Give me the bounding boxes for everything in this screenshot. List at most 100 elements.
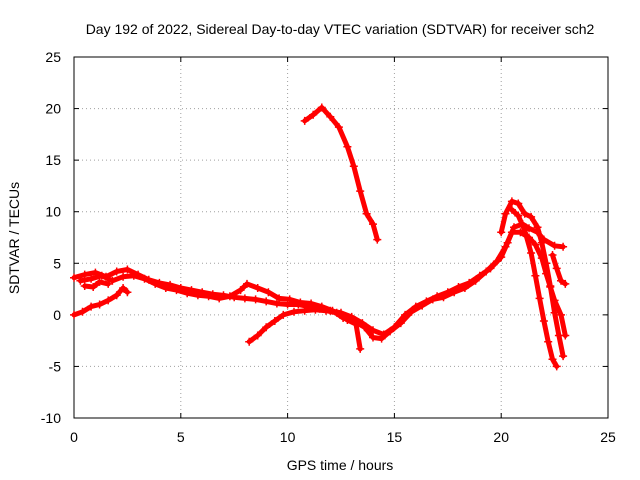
series-track-d — [80, 277, 113, 291]
data-point — [272, 299, 281, 308]
series-track-c — [70, 284, 132, 319]
data-point — [240, 294, 249, 303]
data-point — [356, 187, 365, 196]
data-point — [290, 307, 298, 316]
y-tick-label: -5 — [49, 358, 62, 374]
data-point — [450, 288, 459, 297]
data-point — [544, 337, 553, 346]
data-point — [407, 307, 416, 316]
data-point — [95, 277, 104, 286]
data-point — [492, 257, 501, 266]
data-point — [531, 240, 540, 249]
data-point — [112, 291, 121, 300]
series-band — [71, 285, 130, 318]
series-track-b — [76, 228, 570, 343]
data-point — [507, 205, 516, 214]
data-point — [262, 297, 271, 306]
data-point — [80, 270, 89, 279]
data-point — [396, 319, 405, 328]
data-point — [236, 286, 245, 295]
series-band — [77, 229, 568, 342]
data-point — [501, 209, 510, 218]
data-point — [471, 276, 480, 285]
data-point — [108, 276, 117, 285]
data-point — [559, 352, 568, 361]
grid-layer — [74, 57, 608, 418]
data-point — [369, 326, 377, 335]
series-track-f — [300, 103, 382, 244]
data-point — [80, 282, 89, 290]
data-point — [283, 300, 292, 309]
chart-title: Day 192 of 2022, Sidereal Day-to-day VTE… — [86, 21, 595, 37]
data-point — [550, 308, 559, 317]
data-point — [253, 331, 262, 340]
data-point — [439, 293, 448, 302]
x-tick-label: 5 — [177, 429, 185, 445]
data-point — [262, 323, 271, 332]
data-point — [552, 362, 561, 371]
data-point — [95, 300, 104, 309]
data-point — [557, 276, 565, 285]
data-point — [527, 249, 536, 257]
data-point — [309, 110, 318, 119]
data-point — [356, 344, 365, 353]
data-point — [537, 238, 546, 247]
data-point — [360, 323, 369, 332]
data-point — [172, 286, 181, 295]
data-point — [343, 316, 352, 324]
series-band — [82, 279, 111, 290]
data-point — [161, 284, 170, 292]
series-track-g — [497, 197, 568, 361]
data-point — [557, 310, 565, 319]
x-tick-label: 25 — [600, 429, 616, 445]
data-point — [514, 211, 523, 220]
series-track-i — [548, 251, 570, 288]
data-point — [123, 265, 132, 274]
data-point — [531, 271, 540, 280]
data-point — [507, 228, 516, 237]
data-point — [151, 279, 160, 288]
data-point — [539, 317, 548, 325]
data-point — [369, 333, 377, 342]
data-point — [193, 291, 202, 300]
x-axis-label: GPS time / hours — [287, 457, 394, 473]
data-point — [520, 226, 529, 235]
data-point — [204, 292, 213, 301]
data-point — [507, 197, 516, 206]
data-point — [554, 331, 563, 340]
data-point — [428, 295, 437, 304]
data-point — [550, 241, 559, 250]
data-point — [377, 334, 386, 343]
data-point — [559, 242, 568, 251]
data-point — [119, 272, 128, 281]
data-point — [520, 209, 529, 218]
data-point — [300, 116, 309, 125]
x-tick-label: 10 — [280, 429, 296, 445]
data-point — [275, 294, 284, 303]
data-point — [349, 162, 358, 171]
data-point — [215, 294, 224, 303]
data-point — [362, 209, 371, 218]
series-track-e — [245, 305, 365, 353]
data-point — [542, 259, 551, 268]
data-point — [482, 267, 491, 276]
data-point — [264, 288, 273, 297]
data-point — [70, 310, 78, 319]
tick-layer: 0 5 10 15 20 25 -10 -5 0 5 10 15 20 25 — [41, 49, 616, 445]
data-point — [322, 306, 330, 315]
data-point — [285, 295, 294, 304]
data-point — [326, 112, 335, 121]
data-point — [418, 301, 427, 310]
data-point — [533, 223, 542, 232]
data-point — [552, 264, 561, 273]
series-band — [498, 198, 566, 359]
y-tick-label: -10 — [41, 410, 61, 426]
data-point — [343, 142, 352, 151]
data-point — [307, 299, 316, 308]
data-point — [119, 284, 128, 292]
y-axis-label: SDTVAR / TECUs — [6, 182, 22, 294]
y-tick-label: 0 — [53, 307, 61, 323]
data-point — [535, 294, 544, 303]
y-tick-label: 20 — [45, 101, 61, 117]
